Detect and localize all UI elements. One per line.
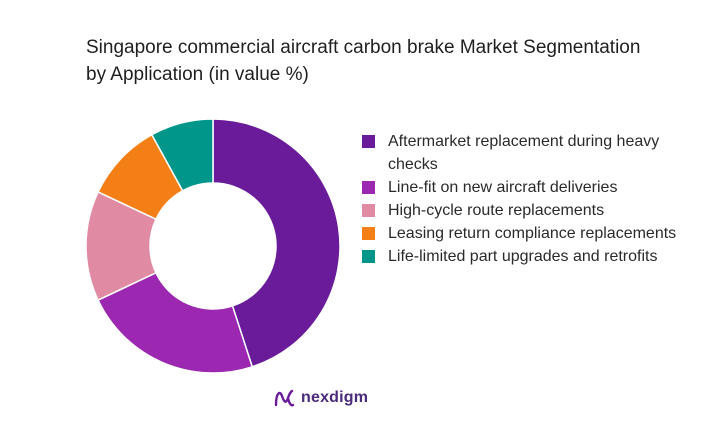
legend-item-4: Life-limited part upgrades and retrofits xyxy=(362,245,678,268)
legend-swatch-3 xyxy=(362,227,375,240)
legend-label-1: Line-fit on new aircraft deliveries xyxy=(388,179,618,196)
legend-item-0: Aftermarket replacement during heavy che… xyxy=(362,130,678,176)
legend-item-1: Line-fit on new aircraft deliveries xyxy=(362,176,678,199)
legend-label-4: Life-limited part upgrades and retrofits xyxy=(388,248,658,265)
legend-swatch-1 xyxy=(362,181,375,194)
legend-label-3: Leasing return compliance replacements xyxy=(388,225,677,242)
legend-item-3: Leasing return compliance replacements xyxy=(362,222,678,245)
legend: Aftermarket replacement during heavy che… xyxy=(362,130,678,268)
legend-swatch-4 xyxy=(362,250,375,263)
brand-logo: nexdigm xyxy=(273,387,368,409)
legend-swatch-2 xyxy=(362,204,375,217)
legend-swatch-0 xyxy=(362,135,375,148)
donut-slice-0 xyxy=(212,118,341,368)
donut-slice-1 xyxy=(97,271,254,374)
legend-item-2: High-cycle route replacements xyxy=(362,199,678,222)
chart-title: Singapore commercial aircraft carbon bra… xyxy=(86,37,641,85)
legend-label-0: Aftermarket replacement during heavy che… xyxy=(388,133,660,173)
nexdigm-logo-icon xyxy=(274,389,295,407)
legend-label-2: High-cycle route replacements xyxy=(388,202,605,219)
brand-name: nexdigm xyxy=(301,389,369,406)
donut-slice-4 xyxy=(150,118,214,192)
